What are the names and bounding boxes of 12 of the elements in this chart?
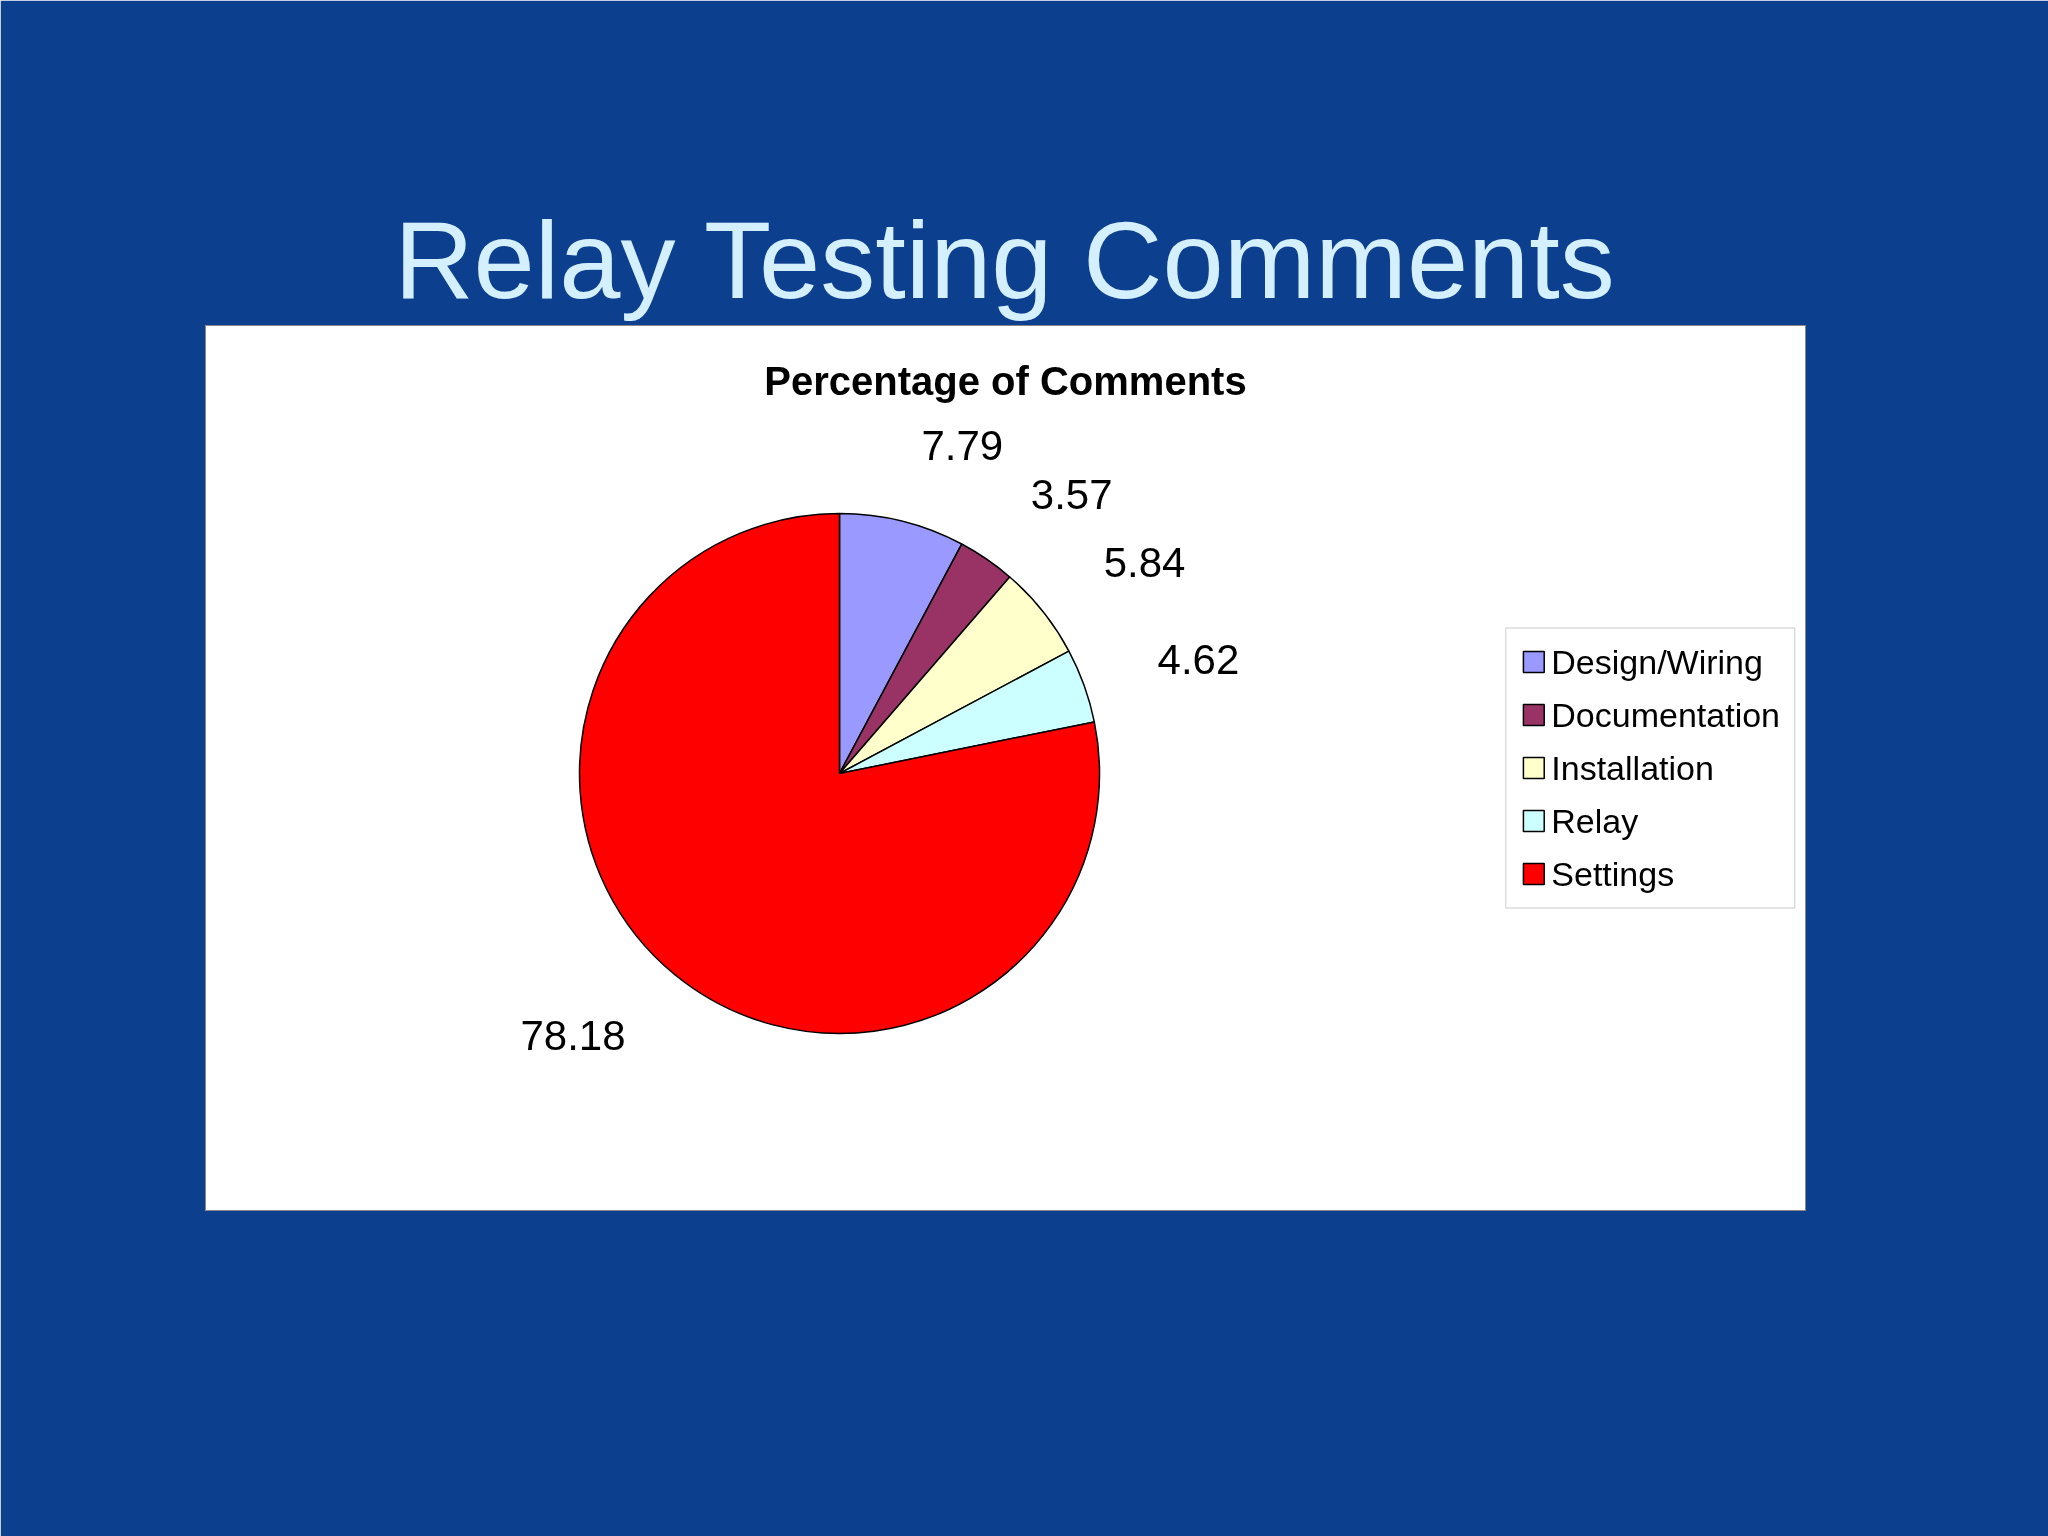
legend-label: Relay [1551, 801, 1639, 840]
legend-label: Design/Wiring [1551, 642, 1763, 681]
chart-subtitle: Percentage of Comments [764, 358, 1247, 403]
legend-label: Installation [1551, 748, 1714, 787]
chart-title: Relay Testing Comments [394, 197, 1615, 321]
data-label: 3.57 [1030, 471, 1113, 519]
data-label: 5.84 [1103, 539, 1186, 587]
legend-label: Settings [1551, 854, 1675, 893]
legend-label: Documentation [1551, 695, 1780, 734]
data-label: 7.79 [921, 422, 1004, 470]
data-label: 4.62 [1157, 635, 1240, 683]
data-label: 78.18 [520, 1011, 626, 1059]
